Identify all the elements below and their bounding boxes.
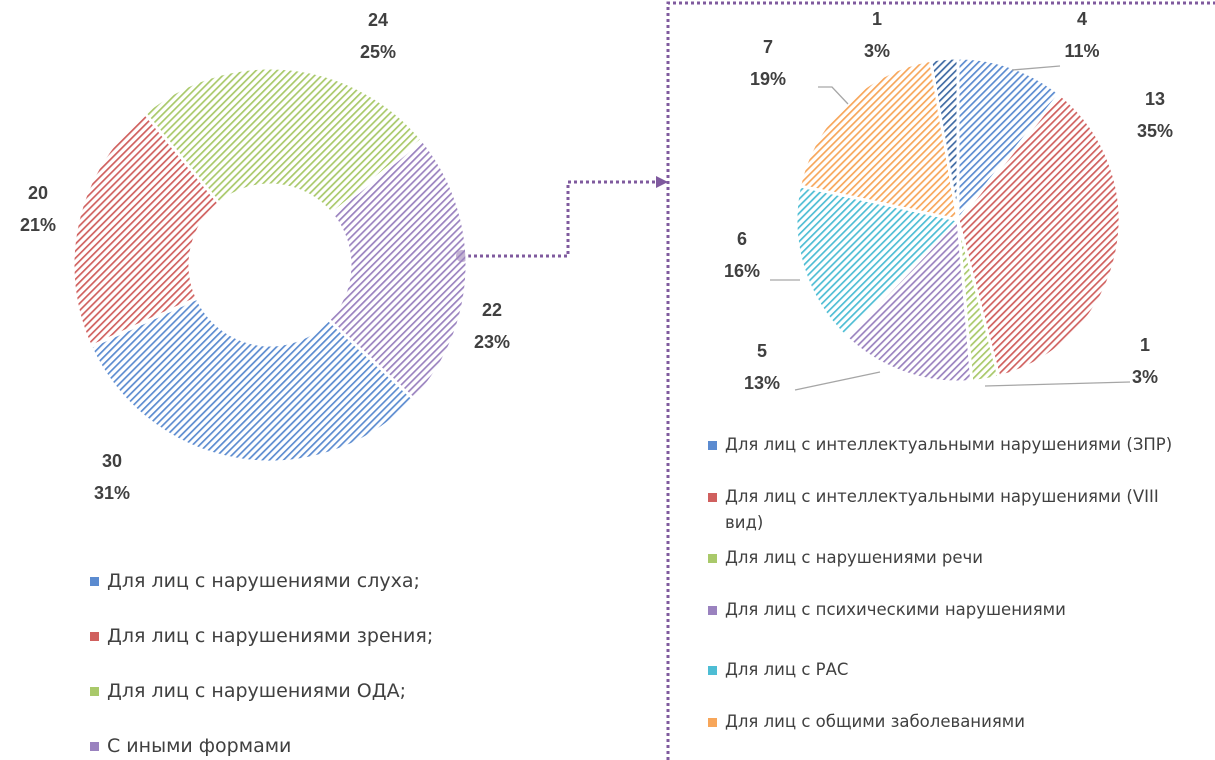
legend-swatch (708, 441, 717, 450)
legend-item: Для лиц с нарушениями слуха; (90, 570, 420, 592)
legend-item: Для лиц с нарушениями зрения; (90, 625, 433, 647)
percentage-label: 3% (1132, 367, 1158, 387)
legend-label: С иными формами (107, 735, 292, 757)
legend-swatch (708, 666, 717, 675)
percentage-label: 3% (864, 41, 890, 61)
legend-item: Для лиц с РАС (708, 657, 1178, 683)
data-label: 22 (482, 300, 502, 320)
legend-swatch (90, 742, 99, 751)
slice (956, 91, 1122, 379)
percentage-label: 23% (474, 332, 510, 352)
legend-item: Для лиц с общими заболеваниями (708, 709, 1178, 735)
slice (71, 110, 222, 349)
legend-label: Для лиц с общими заболеваниями (725, 712, 1025, 731)
data-label: 4 (1077, 9, 1087, 29)
data-label: 6 (737, 229, 747, 249)
legend-item: Для лиц с нарушениями речи (708, 545, 1178, 571)
legend-item: Для лиц с интеллектуальными нарушениями … (708, 484, 1178, 536)
legend-label: Для лиц с нарушениями ОДА; (107, 680, 406, 702)
legend-swatch (708, 718, 717, 727)
legend-swatch (708, 493, 717, 502)
data-label: 1 (872, 9, 882, 29)
leader-line (984, 381, 1131, 387)
legend-item: Для лиц с психическими нарушениями (708, 597, 1178, 623)
percentage-label: 25% (360, 42, 396, 62)
legend-label: Для лиц с нарушениями слуха; (107, 570, 420, 592)
percentage-label: 19% (750, 69, 786, 89)
leader-line (794, 371, 881, 391)
legend-label: Для лиц с нарушениями зрения; (107, 625, 434, 647)
legend-swatch (708, 554, 717, 563)
data-label: 1 (1140, 335, 1150, 355)
legend-swatch (90, 577, 99, 586)
slice (142, 66, 425, 217)
data-label: 7 (763, 37, 773, 57)
data-label: 13 (1145, 89, 1165, 109)
percentage-label: 35% (1137, 121, 1173, 141)
legend-label: Для лиц с нарушениями речи (725, 548, 984, 567)
legend-item: Для лиц с нарушениями ОДА; (90, 680, 406, 702)
slice (797, 58, 960, 222)
legend-label: Для лиц с интеллектуальными нарушениями … (725, 435, 1173, 454)
connector-arrow (656, 176, 668, 188)
legend-swatch (708, 606, 717, 615)
percentage-label: 21% (20, 215, 56, 235)
leader-line (818, 86, 849, 105)
frame-line (666, 1, 1215, 760)
slice (326, 137, 469, 402)
percentage-label: 31% (94, 483, 130, 503)
slice (794, 184, 961, 340)
legend-label: Для лиц с психическими нарушениями (725, 600, 1066, 619)
percentage-label: 16% (724, 261, 760, 281)
slice (88, 296, 417, 464)
slice (928, 56, 960, 221)
percentage-label: 13% (744, 373, 780, 393)
legend-label: Для лиц с РАС (725, 660, 849, 679)
legend-swatch (90, 632, 99, 641)
connector (462, 1, 1215, 760)
legend-swatch (90, 687, 99, 696)
percentage-label: 11% (1064, 41, 1099, 61)
legend-item: Для лиц с интеллектуальными нарушениями … (708, 432, 1178, 458)
legend-item: С иными формами (90, 735, 291, 757)
data-label: 20 (28, 183, 48, 203)
data-label: 5 (757, 341, 767, 361)
slice (956, 56, 1062, 225)
leader-line (1011, 65, 1061, 71)
legend-label: Для лиц с интеллектуальными нарушениями … (725, 487, 1159, 532)
data-label: 30 (102, 451, 122, 471)
slice (843, 216, 974, 384)
data-label: 24 (368, 10, 388, 30)
connector-line (462, 180, 656, 258)
